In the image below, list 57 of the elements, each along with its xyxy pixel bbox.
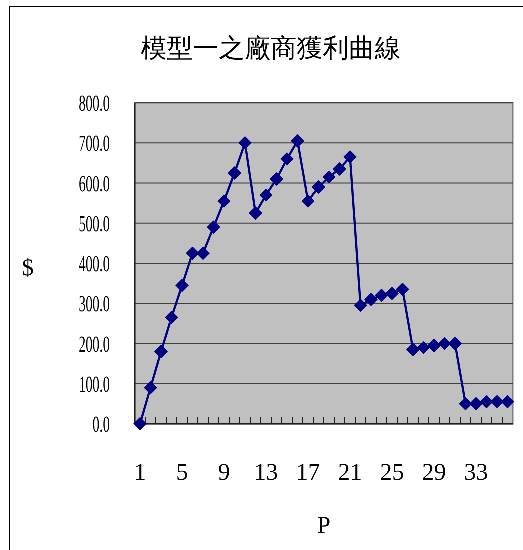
point (176, 278, 189, 292)
point (448, 337, 462, 350)
y-tick-label: 200.0 (78, 332, 110, 358)
y-tick-label: 500.0 (78, 212, 110, 238)
point (322, 170, 336, 184)
point (312, 180, 326, 194)
point (249, 206, 262, 220)
point (186, 246, 200, 260)
point (238, 136, 252, 150)
point (470, 397, 483, 411)
point (196, 246, 210, 260)
point (302, 194, 315, 208)
x-tick-label: 25 (380, 460, 404, 486)
point (459, 397, 472, 411)
y-axis-title: $ (22, 256, 34, 282)
point (344, 150, 357, 164)
point (270, 172, 284, 186)
point (438, 337, 452, 350)
point (428, 339, 441, 353)
point (406, 343, 420, 357)
x-tick-label: 1 (134, 460, 146, 486)
point (154, 345, 168, 359)
y-tick-label: 400.0 (78, 252, 110, 278)
point (490, 395, 504, 409)
point (134, 417, 147, 431)
x-tick-label: 5 (176, 460, 188, 486)
point (280, 152, 294, 166)
x-tick-label: 21 (338, 460, 362, 486)
y-tick-label: 100.0 (78, 372, 110, 398)
point (333, 162, 346, 176)
point (218, 194, 231, 208)
point (417, 341, 430, 355)
y-tick-label: 300.0 (78, 292, 110, 318)
chart-title: 模型一之廠商獲利曲線 (141, 34, 401, 63)
point (165, 310, 178, 324)
y-tick-label: 0.0 (92, 412, 110, 438)
y-tick-label: 700.0 (78, 132, 110, 158)
y-tick-label: 800.0 (78, 92, 110, 118)
x-tick-label: 33 (464, 460, 488, 486)
x-tick-label: 13 (254, 460, 278, 486)
x-tick-label: 29 (422, 460, 446, 486)
point (354, 298, 368, 312)
point (480, 395, 494, 409)
point (207, 220, 220, 234)
point (291, 134, 304, 148)
y-tick-label: 600.0 (78, 172, 110, 198)
point (375, 288, 388, 302)
point (396, 282, 410, 296)
point (260, 188, 273, 202)
x-axis-title: P (317, 513, 331, 539)
point (364, 292, 378, 306)
point (386, 286, 399, 300)
point (144, 381, 158, 395)
x-tick-label: 17 (296, 460, 320, 486)
x-tick-label: 9 (218, 460, 230, 486)
point (501, 395, 514, 409)
point (228, 166, 242, 180)
